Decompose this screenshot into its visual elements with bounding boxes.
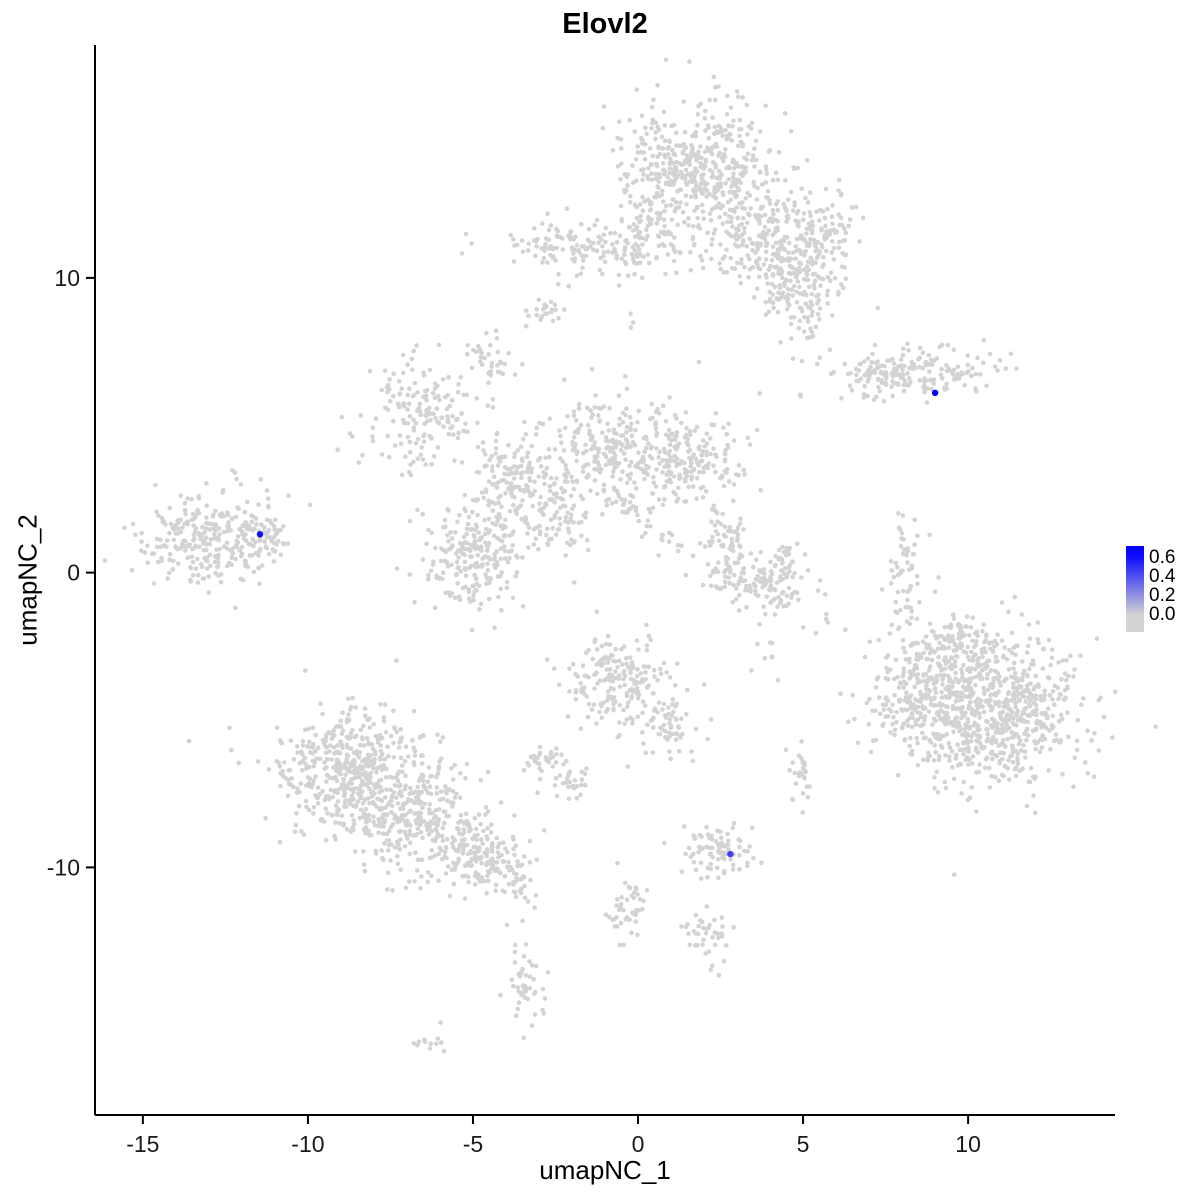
expression-legend: 0.6 0.4 0.2 0.0 (1126, 546, 1175, 632)
y-tick-label: 0 (67, 560, 80, 586)
legend-tick-label: 0.6 (1149, 547, 1176, 568)
plot-title: Elovl2 (562, 8, 648, 40)
axis-lines (94, 45, 1115, 1116)
legend-gradient-bar (1126, 546, 1144, 632)
x-tick-label: 10 (955, 1131, 981, 1157)
x-tick-label: 0 (632, 1131, 645, 1157)
x-tick-label: -15 (126, 1131, 159, 1157)
umap-points-layer (102, 57, 1158, 1054)
highlighted-cell (727, 850, 734, 858)
y-axis-ticks: -10 0 10 (47, 265, 95, 880)
legend-tick-label: 0.0 (1149, 604, 1176, 625)
highlighted-cell (931, 389, 939, 396)
legend-tick-label: 0.2 (1149, 585, 1176, 606)
x-tick-label: 5 (797, 1131, 810, 1157)
y-tick-label: 10 (54, 265, 80, 291)
legend-labels: 0.6 0.4 0.2 0.0 (1149, 546, 1175, 624)
legend-tick-label: 0.4 (1149, 566, 1176, 587)
x-tick-label: -5 (463, 1131, 483, 1157)
y-tick-label: -10 (47, 854, 80, 880)
x-axis-label: umapNC_1 (539, 1155, 671, 1185)
x-tick-label: -10 (291, 1131, 324, 1157)
highlighted-cell (256, 531, 264, 538)
highlighted-cells-layer (256, 389, 939, 858)
x-axis-ticks: -15 -10 -5 0 5 10 (126, 1115, 981, 1157)
